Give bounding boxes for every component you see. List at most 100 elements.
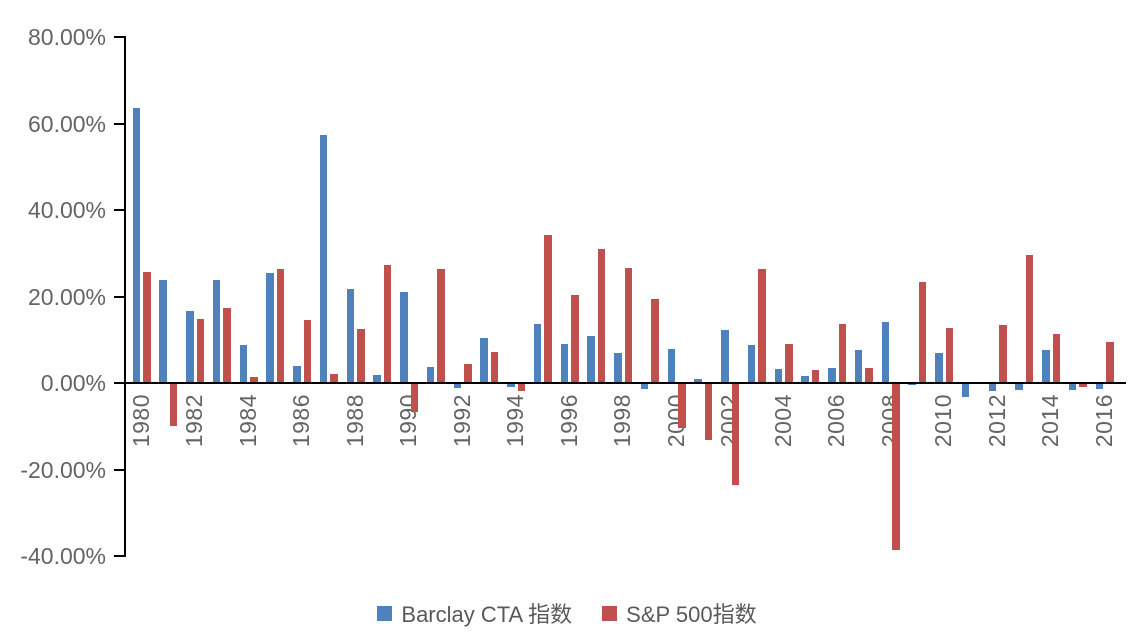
y-tick-mark-60 (114, 122, 125, 125)
bar-sp500-1996 (571, 295, 579, 383)
y-tick-label-80: 80.00% (27, 24, 106, 50)
bar-sp500-1984 (250, 376, 258, 383)
bar-sp500-1988 (357, 329, 365, 383)
bar-sp500-1980 (143, 271, 151, 383)
x-tick-label-1988: 1988 (341, 394, 368, 448)
legend-swatch-sp500 (602, 605, 618, 621)
bar-sp500-1999 (651, 298, 659, 383)
x-tick-label-2012: 2012 (983, 394, 1010, 448)
x-tick-label-2014: 2014 (1037, 394, 1063, 448)
bar-barclay-cta-1989 (373, 375, 381, 383)
bar-sp500-2000 (678, 384, 686, 428)
bar-sp500-2009 (918, 281, 927, 383)
y-tick-mark-0 (114, 382, 125, 384)
bar-barclay-cta-1987 (319, 135, 328, 383)
bar-sp500-2005 (811, 370, 820, 383)
y-tick-label--40: -40.00% (20, 543, 106, 569)
legend-label-sp500: S&P 500指数 (626, 602, 757, 627)
bar-barclay-cta-1985 (266, 272, 274, 383)
x-axis-line (124, 382, 1126, 384)
y-tick-mark--20 (114, 468, 125, 471)
bar-sp500-2015 (1079, 384, 1087, 388)
bar-barclay-cta-2006 (828, 367, 836, 383)
y-tick-mark--40 (114, 555, 125, 557)
bar-sp500-2016 (1106, 341, 1114, 383)
y-tick-mark-20 (114, 295, 125, 298)
bar-barclay-cta-1980 (132, 107, 140, 383)
bar-sp500-1989 (383, 265, 392, 383)
bar-barclay-cta-1999 (640, 384, 649, 390)
bar-sp500-1992 (464, 363, 472, 383)
bar-sp500-1983 (223, 308, 231, 383)
y-tick-label-60: 60.00% (27, 110, 106, 137)
legend-item-sp500: S&P 500指数 (602, 597, 757, 629)
bar-barclay-cta-1996 (560, 343, 568, 383)
x-tick-label-1998: 1998 (609, 394, 635, 448)
bar-barclay-cta-2011 (961, 384, 970, 398)
x-tick-label-1986: 1986 (288, 394, 314, 448)
bar-sp500-1998 (624, 267, 632, 383)
bar-barclay-cta-1984 (239, 345, 247, 383)
y-axis-line (124, 36, 126, 557)
bar-sp500-2001 (704, 384, 713, 441)
bar-sp500-2002 (731, 384, 739, 486)
bar-sp500-2012 (999, 325, 1007, 383)
bar-barclay-cta-2007 (854, 349, 863, 383)
y-tick-label--20: -20.00% (20, 456, 106, 483)
bar-barclay-cta-2001 (694, 379, 702, 383)
bar-sp500-1981 (169, 384, 178, 427)
bar-barclay-cta-2000 (667, 349, 675, 383)
bar-sp500-1991 (437, 269, 445, 383)
bar-barclay-cta-1981 (159, 279, 167, 383)
x-tick-label-2016: 2016 (1090, 394, 1117, 448)
bar-barclay-cta-1983 (212, 280, 221, 383)
bar-barclay-cta-2015 (1068, 384, 1077, 391)
bar-barclay-cta-2003 (747, 345, 756, 383)
bar-barclay-cta-1995 (533, 324, 542, 383)
bar-barclay-cta-1990 (400, 292, 408, 383)
x-tick-label-2006: 2006 (823, 394, 849, 448)
bar-barclay-cta-2014 (1042, 350, 1050, 383)
bar-barclay-cta-1997 (587, 335, 595, 383)
bar-barclay-cta-2010 (935, 352, 943, 383)
bar-sp500-1986 (303, 319, 311, 383)
bar-barclay-cta-2002 (721, 329, 729, 383)
bar-sp500-2004 (785, 344, 793, 383)
bar-barclay-cta-2013 (1015, 384, 1023, 391)
bar-sp500-1997 (597, 248, 606, 383)
bar-sp500-1990 (410, 384, 418, 413)
legend-label-barclay-cta: Barclay CTA 指数 (401, 602, 573, 627)
x-tick-label-1992: 1992 (448, 394, 475, 448)
legend-swatch-barclay-cta (377, 605, 393, 621)
bar-barclay-cta-1993 (480, 338, 488, 383)
x-tick-label-1994: 1994 (502, 394, 528, 448)
bar-sp500-2014 (1052, 333, 1060, 383)
bar-barclay-cta-2012 (988, 384, 996, 392)
bar-barclay-cta-2005 (801, 375, 809, 383)
y-tick-label-20: 20.00% (27, 283, 106, 310)
y-tick-mark-40 (114, 209, 125, 211)
bar-sp500-1985 (276, 269, 285, 383)
bar-barclay-cta-1998 (614, 352, 622, 383)
bar-sp500-1994 (517, 384, 525, 391)
bar-sp500-2003 (758, 268, 766, 383)
bar-barclay-cta-2016 (1095, 384, 1103, 390)
bar-sp500-1995 (544, 235, 552, 383)
legend-item-barclay-cta: Barclay CTA 指数 (377, 597, 572, 629)
bar-barclay-cta-1992 (453, 384, 461, 388)
y-tick-label-0: 0.00% (40, 370, 106, 396)
bar-sp500-1982 (196, 319, 204, 383)
x-tick-label-1982: 1982 (181, 394, 207, 448)
bar-barclay-cta-1982 (186, 310, 194, 383)
bar-sp500-2010 (945, 327, 953, 383)
y-tick-label-40: 40.00% (27, 197, 106, 223)
x-tick-label-1996: 1996 (555, 394, 582, 448)
bar-sp500-2007 (865, 367, 873, 383)
bar-sp500-1993 (490, 352, 499, 383)
legend: Barclay CTA 指数 S&P 500指数 (0, 597, 1134, 629)
bar-barclay-cta-2008 (881, 322, 889, 383)
bar-sp500-2006 (838, 324, 846, 383)
bar-barclay-cta-1991 (426, 366, 435, 383)
bar-barclay-cta-2004 (774, 368, 782, 383)
